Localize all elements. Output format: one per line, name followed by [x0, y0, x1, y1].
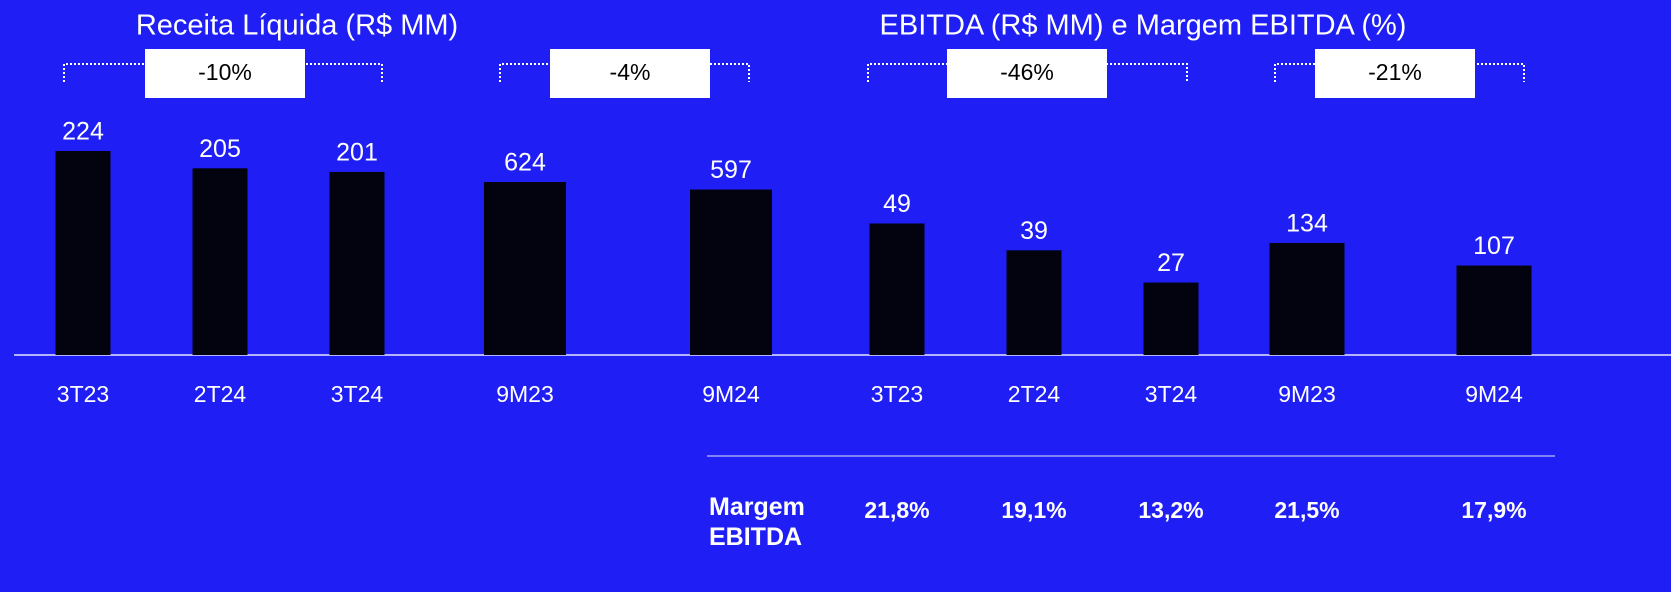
x-tick-label: 3T24: [1145, 381, 1198, 407]
x-tick-label: 3T24: [331, 381, 384, 407]
x-tick-label: 9M24: [702, 381, 760, 407]
annotation-box: [145, 49, 305, 98]
bar: [1143, 282, 1199, 355]
value-label: 27: [1157, 249, 1185, 277]
bar: [1456, 265, 1532, 355]
margin-value: 21,5%: [1274, 497, 1339, 523]
annotation: -10%: [198, 59, 252, 85]
bar: [55, 151, 111, 355]
margin-value: 19,1%: [1001, 497, 1066, 523]
x-tick-label: 2T24: [194, 381, 247, 407]
value-label: 597: [710, 156, 752, 184]
annotation-box: [1315, 49, 1475, 98]
bar: [690, 189, 772, 355]
x-tick-label: 3T23: [57, 381, 109, 407]
annotation: -46%: [1000, 59, 1054, 85]
x-tick-label: 9M23: [496, 381, 554, 407]
bracket: [499, 63, 750, 82]
value-label: 205: [199, 135, 241, 163]
bar: [869, 223, 925, 355]
x-tick-label: 2T24: [1008, 381, 1061, 407]
x-tick-label: 9M23: [1278, 381, 1336, 407]
value-label: 624: [504, 149, 546, 177]
bar: [484, 182, 566, 355]
annotation-box: [947, 49, 1107, 98]
bar: [329, 171, 385, 355]
value-label: 107: [1473, 232, 1515, 260]
value-label: 49: [883, 190, 911, 218]
annotation: -21%: [1368, 59, 1422, 85]
x-tick-label: 9M24: [1465, 381, 1523, 407]
margin-label: Margem EBITDA: [709, 493, 805, 551]
annotation-box: [550, 49, 710, 98]
bar: [1269, 242, 1345, 355]
value-label: 224: [62, 118, 104, 146]
value-label: 201: [336, 139, 378, 167]
margin-value: 21,8%: [864, 497, 929, 523]
value-label: 134: [1286, 210, 1328, 238]
chart-title: Receita Líquida (R$ MM): [136, 10, 458, 42]
value-label: 39: [1020, 217, 1048, 245]
margin-value: 17,9%: [1461, 497, 1526, 523]
x-tick-label: 3T23: [871, 381, 923, 407]
margin-value: 13,2%: [1138, 497, 1203, 523]
bar: [192, 168, 248, 355]
annotation: -4%: [610, 59, 651, 85]
bracket: [1274, 63, 1525, 82]
chart-title: EBITDA (R$ MM) e Margem EBITDA (%): [880, 10, 1407, 42]
bar: [1006, 250, 1062, 355]
